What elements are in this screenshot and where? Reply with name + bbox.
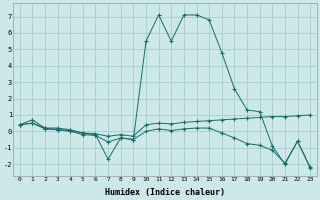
X-axis label: Humidex (Indice chaleur): Humidex (Indice chaleur) xyxy=(105,188,225,197)
